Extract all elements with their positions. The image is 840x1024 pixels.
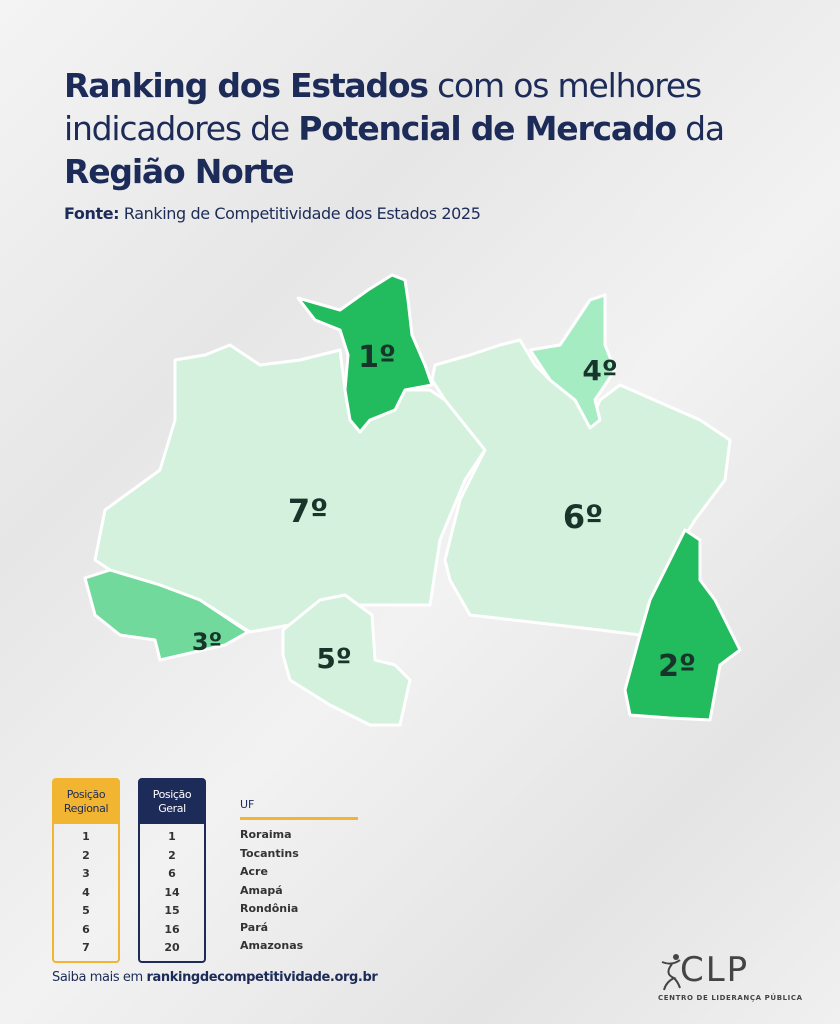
rank-label-amapa: 4º <box>582 354 617 387</box>
rank-label-acre: 3º <box>192 628 222 656</box>
title-bold-1: Ranking dos Estados <box>64 66 429 105</box>
regional-cell: 1 <box>82 830 90 843</box>
uf-cell: Roraima <box>240 828 292 841</box>
clp-logo: CLP CENTRO DE LIDERANÇA PÚBLICA <box>658 952 818 1002</box>
rank-label-amazonas: 7º <box>288 492 328 530</box>
overall-cell: 6 <box>168 867 176 880</box>
overall-cell: 14 <box>164 885 180 899</box>
rank-label-tocantins: 2º <box>658 649 696 684</box>
overall-cell: 15 <box>164 904 180 917</box>
rank-label-rondonia: 5º <box>316 642 351 675</box>
footer-note: Saiba mais em rankingdecompetitividade.o… <box>52 970 378 985</box>
title-bold-5: Região Norte <box>64 152 295 191</box>
state-amapa <box>528 293 617 430</box>
uf-cell: Amapá <box>240 883 283 897</box>
rank-label-roraima: 1º <box>358 340 396 375</box>
state-acre <box>83 568 250 662</box>
uf-cell: Acre <box>240 865 268 878</box>
regional-cell: 7 <box>82 941 90 954</box>
footer-link[interactable]: rankingdecompetitividade.org.br <box>146 970 378 985</box>
regional-cell: 2 <box>82 848 90 862</box>
rank-label-para: 6º <box>563 498 603 536</box>
page-title: Ranking dos Estados com os melhores indi… <box>64 64 764 193</box>
regional-cell: 4 <box>82 885 90 899</box>
source-line: Fonte: Ranking de Competitividade dos Es… <box>64 204 481 223</box>
uf-cell: Tocantins <box>240 846 299 860</box>
title-text-4: da <box>675 109 725 148</box>
state-para <box>430 338 732 637</box>
clp-figure-icon <box>661 954 681 991</box>
state-rondonia <box>281 593 412 727</box>
overall-position-column: Posição Geral 1 2 6 14 15 16 20 <box>138 778 206 963</box>
regional-position-column: Posição Regional 1 2 3 4 5 6 7 <box>52 778 120 963</box>
overall-position-header: Posição Geral <box>140 780 204 824</box>
title-bold-3: Potencial de Mercado <box>298 109 677 148</box>
uf-cell: Rondônia <box>240 902 299 915</box>
regional-cell: 5 <box>82 904 90 917</box>
state-tocantins <box>623 528 742 722</box>
regional-cell: 6 <box>82 922 90 936</box>
regional-position-header: Posição Regional <box>54 780 118 824</box>
regional-cell: 3 <box>82 867 90 880</box>
logo-text: CLP <box>680 950 750 990</box>
logo-subtitle: CENTRO DE LIDERANÇA PÚBLICA <box>658 994 803 1002</box>
uf-cell: Pará <box>240 920 269 934</box>
uf-header: UF <box>240 798 358 820</box>
overall-cell: 16 <box>164 922 180 936</box>
overall-cell: 1 <box>168 830 176 843</box>
source-text: Ranking de Competitividade dos Estados 2… <box>119 204 481 223</box>
footer-prefix: Saiba mais em <box>52 970 147 985</box>
overall-cell: 2 <box>168 848 176 862</box>
state-roraima <box>296 273 434 434</box>
overall-cell: 20 <box>164 941 180 954</box>
title-text-2: com os melhores indicadores de <box>64 66 702 148</box>
uf-column: UF Roraima Tocantins Acre Amapá Rondônia… <box>240 798 358 958</box>
source-label: Fonte: <box>64 204 120 223</box>
uf-cell: Amazonas <box>240 939 304 952</box>
